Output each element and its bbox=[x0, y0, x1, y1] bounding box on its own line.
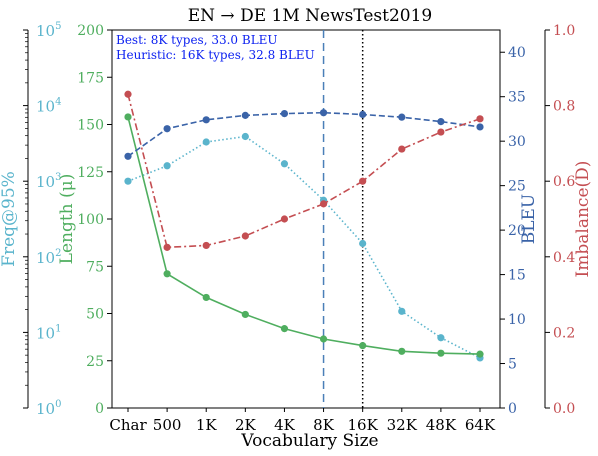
data-point-length bbox=[280, 325, 289, 333]
x-tick-label: 48K bbox=[426, 416, 457, 434]
data-point-length bbox=[202, 293, 210, 302]
data-point-length bbox=[163, 270, 171, 278]
data-point-bleu bbox=[359, 110, 367, 119]
data-point-bleu bbox=[124, 152, 132, 160]
x-tick-label: Char bbox=[109, 416, 147, 434]
imbalance-tick-label: 0.8 bbox=[553, 99, 575, 115]
data-point-imbalance bbox=[202, 241, 210, 250]
freq-tick-label: 102 bbox=[36, 248, 61, 267]
x-tick-label: 64K bbox=[465, 416, 496, 434]
data-point-imbalance bbox=[124, 90, 132, 98]
data-point-bleu bbox=[280, 110, 289, 118]
data-point-imbalance bbox=[476, 115, 484, 123]
length-tick-label: 0 bbox=[95, 401, 104, 417]
data-point-length bbox=[437, 349, 445, 357]
data-point-freq bbox=[241, 132, 249, 141]
length-tick-label: 200 bbox=[77, 23, 104, 39]
series-line-freq bbox=[127, 135, 481, 359]
data-point-bleu bbox=[241, 111, 249, 119]
data-point-freq bbox=[437, 334, 445, 342]
freq-tick-label: 103 bbox=[36, 172, 61, 191]
freq-tick-label: 105 bbox=[36, 21, 61, 40]
x-tick-label: 4K bbox=[274, 416, 296, 434]
data-point-length bbox=[359, 342, 367, 350]
imbalance-axis-label: Imbalance(D) bbox=[573, 161, 593, 278]
data-point-length bbox=[398, 347, 406, 355]
series-group bbox=[124, 90, 484, 362]
freq-tick-label: 100 bbox=[36, 399, 61, 418]
data-point-length bbox=[124, 113, 132, 121]
data-point-imbalance bbox=[163, 243, 171, 251]
bleu-tick-label: 35 bbox=[508, 90, 526, 106]
imbalance-tick-label: 0.2 bbox=[553, 325, 575, 341]
x-tick-label: 32K bbox=[387, 416, 418, 434]
series-line-imbalance bbox=[127, 94, 481, 249]
length-tick-label: 100 bbox=[77, 212, 104, 228]
x-tick-label: 1K bbox=[196, 416, 218, 434]
data-point-imbalance bbox=[241, 232, 249, 240]
bleu-tick-label: 30 bbox=[508, 134, 526, 150]
bleu-tick-label: 20 bbox=[508, 223, 526, 239]
left-axes: 100 101 102 103 104 105 Freq@95% 0 25 50 75 100 125 1… bbox=[0, 21, 112, 418]
series-line-bleu bbox=[127, 111, 481, 157]
chart-title: EN → DE 1M NewsTest2019 bbox=[188, 6, 433, 26]
series-bleu bbox=[124, 109, 484, 160]
data-point-bleu bbox=[398, 113, 406, 121]
imbalance-tick-label: 0.4 bbox=[553, 250, 575, 266]
x-tick-label: 2K bbox=[235, 416, 257, 434]
freq-tick-label: 104 bbox=[36, 97, 61, 116]
data-point-imbalance bbox=[359, 177, 367, 185]
length-tick-label: 125 bbox=[77, 165, 104, 181]
data-point-bleu bbox=[476, 123, 484, 131]
imbalance-tick-label: 0.0 bbox=[553, 401, 575, 417]
x-axis: Char 500 1K 2K 4K 8K 16K 32K 48K 64K bbox=[109, 408, 496, 434]
data-point-bleu bbox=[202, 116, 210, 124]
data-point-bleu bbox=[437, 118, 445, 126]
bleu-tick-label: 25 bbox=[508, 179, 526, 195]
data-point-freq bbox=[124, 177, 132, 185]
data-point-freq bbox=[280, 160, 289, 168]
right-axes: 0 5 10 15 20 25 30 35 40 BLEU 0.0 0.2 0.4 0.6 0.8 1.0 Im… bbox=[500, 23, 593, 417]
data-point-imbalance bbox=[437, 128, 445, 136]
length-tick-label: 75 bbox=[86, 259, 104, 275]
series-line-length bbox=[127, 116, 481, 355]
freq-tick-label: 101 bbox=[36, 323, 61, 342]
annotation-best: Best: 8K types, 33.0 BLEU bbox=[116, 33, 278, 47]
data-point-imbalance bbox=[280, 215, 289, 223]
data-point-freq bbox=[359, 239, 367, 248]
data-point-imbalance bbox=[319, 200, 328, 208]
x-tick-label: 8K bbox=[313, 416, 335, 434]
data-point-freq bbox=[202, 138, 210, 146]
data-point-length bbox=[319, 335, 328, 343]
reference-lines bbox=[322, 30, 364, 408]
freq-axis-label: Freq@95% bbox=[0, 171, 19, 267]
bleu-axis-label: BLEU bbox=[519, 194, 539, 245]
data-point-length bbox=[241, 310, 249, 319]
bleu-tick-label: 40 bbox=[508, 45, 526, 61]
bleu-tick-label: 15 bbox=[508, 268, 526, 284]
annotation-heuristic: Heuristic: 16K types, 32.8 BLEU bbox=[116, 48, 315, 62]
data-point-imbalance bbox=[398, 145, 406, 153]
data-point-bleu bbox=[319, 109, 328, 117]
imbalance-tick-label: 0.6 bbox=[553, 174, 575, 190]
bleu-tick-label: 10 bbox=[508, 312, 526, 328]
bleu-tick-label: 5 bbox=[508, 357, 517, 373]
data-point-freq bbox=[398, 307, 406, 315]
length-tick-label: 175 bbox=[77, 70, 104, 86]
series-length bbox=[124, 113, 484, 358]
x-axis-label: Vocabulary Size bbox=[240, 431, 378, 451]
bleu-tick-label: 0 bbox=[508, 401, 517, 417]
length-tick-label: 150 bbox=[77, 118, 104, 134]
data-point-length bbox=[476, 350, 484, 358]
length-tick-label: 50 bbox=[86, 307, 104, 323]
x-tick-label: 16K bbox=[348, 416, 379, 434]
data-point-freq bbox=[163, 162, 171, 170]
imbalance-tick-label: 1.0 bbox=[553, 23, 575, 39]
length-tick-label: 25 bbox=[86, 354, 104, 370]
length-axis-label: Length (μ) bbox=[57, 174, 77, 265]
data-point-bleu bbox=[163, 125, 171, 133]
series-imbalance bbox=[124, 90, 484, 251]
x-tick-label: 500 bbox=[153, 416, 182, 434]
